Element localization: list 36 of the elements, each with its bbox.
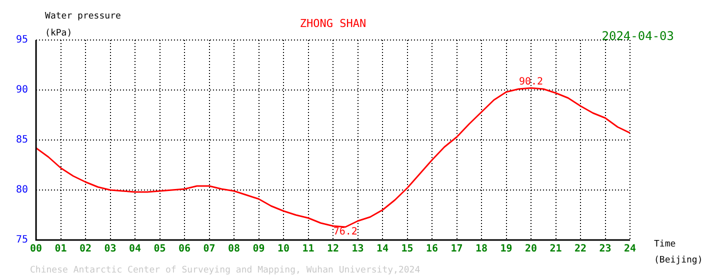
x-tick-label: 00 — [30, 244, 42, 255]
x-tick-label: 03 — [104, 244, 116, 255]
x-tick-label: 08 — [228, 244, 240, 255]
x-tick-label: 02 — [80, 244, 92, 255]
x-tick-label: 19 — [500, 244, 512, 255]
x-tick-label: 24 — [624, 244, 636, 255]
x-tick-label: 22 — [574, 244, 587, 255]
x-tick-label: 12 — [326, 244, 340, 255]
x-tick-label: 05 — [154, 244, 166, 255]
x-axis-title: Time (Beijing) — [654, 239, 703, 266]
x-tick-label: 21 — [550, 244, 562, 255]
y-tick-label: 85 — [16, 134, 28, 146]
x-tick-label: 11 — [302, 244, 314, 255]
y-tick-label: 75 — [16, 234, 28, 246]
x-tick-label: 04 — [129, 244, 142, 255]
x-tick-label: 13 — [352, 244, 364, 255]
y-tick-label: 80 — [16, 184, 28, 196]
x-tick-label: 01 — [54, 244, 67, 255]
x-tick-label: 10 — [278, 244, 290, 255]
x-tick-label: 15 — [401, 244, 414, 255]
chart-title: ZHONG SHAN — [300, 16, 366, 30]
x-tick-label: 09 — [252, 244, 265, 255]
x-tick-label: 06 — [178, 244, 191, 255]
x-tick-label: 20 — [524, 244, 538, 255]
annotation: 76.2 — [333, 226, 358, 238]
x-tick-label: 17 — [450, 244, 463, 255]
y-tick-label: 95 — [16, 34, 28, 46]
x-tick-label: 23 — [599, 244, 612, 255]
x-tick-label: 16 — [426, 244, 438, 255]
annotation: 90.2 — [518, 76, 544, 88]
chart-subtitle: 2024-04-03 — [602, 29, 674, 44]
x-tick-label: 18 — [475, 244, 488, 255]
y-axis-title: Water pressure (kPa) — [45, 11, 121, 38]
y-tick-label: 90 — [16, 84, 28, 96]
x-tick-label: 07 — [203, 244, 216, 255]
x-tick-label: 14 — [376, 244, 389, 255]
